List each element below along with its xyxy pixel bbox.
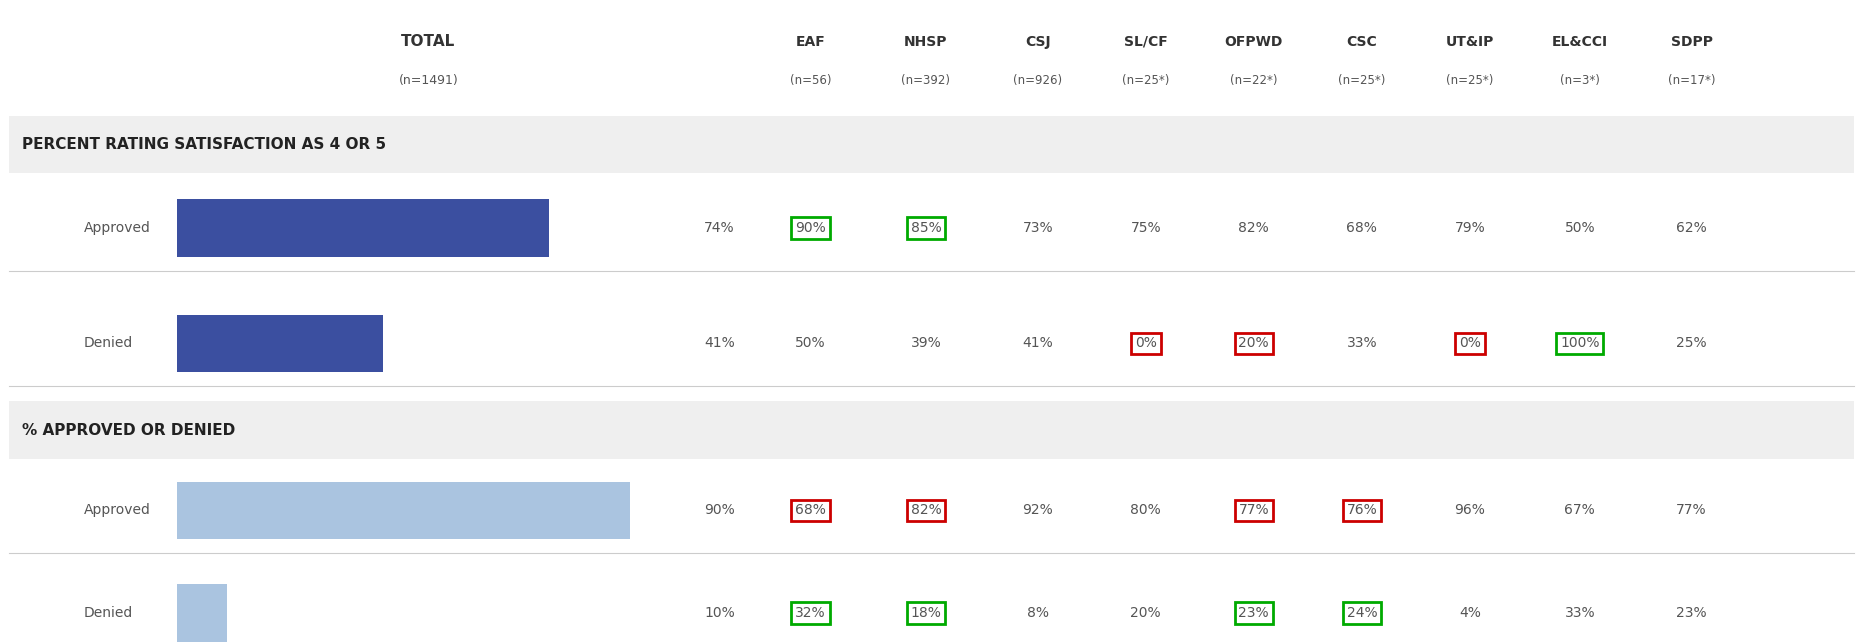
Text: (n=22*): (n=22*) [1230, 74, 1278, 87]
Text: 18%: 18% [911, 606, 941, 620]
Text: 41%: 41% [1023, 336, 1053, 351]
Text: 82%: 82% [911, 503, 941, 517]
Text: % APPROVED OR DENIED: % APPROVED OR DENIED [22, 422, 235, 438]
Text: 62%: 62% [1677, 221, 1707, 235]
Bar [177, 199, 550, 257]
Text: 33%: 33% [1565, 606, 1595, 620]
Text: 10%: 10% [704, 606, 736, 620]
Text: 0%: 0% [1135, 336, 1157, 351]
Text: 8%: 8% [1027, 606, 1049, 620]
Text: (n=17*): (n=17*) [1667, 74, 1716, 87]
Text: CSJ: CSJ [1025, 35, 1051, 49]
Bar [177, 482, 630, 539]
Text: 20%: 20% [1131, 606, 1161, 620]
Text: 50%: 50% [1565, 221, 1595, 235]
Text: Denied: Denied [84, 336, 132, 351]
Text: 82%: 82% [1239, 221, 1269, 235]
Text: (n=25*): (n=25*) [1446, 74, 1494, 87]
Text: 4%: 4% [1459, 606, 1481, 620]
Text: Approved: Approved [84, 503, 151, 517]
Bar [9, 116, 1854, 173]
Text: (n=392): (n=392) [902, 74, 950, 87]
Text: (n=926): (n=926) [1013, 74, 1062, 87]
Text: (n=1491): (n=1491) [399, 74, 458, 87]
Text: 39%: 39% [911, 336, 941, 351]
Text: 100%: 100% [1559, 336, 1600, 351]
Text: 77%: 77% [1239, 503, 1269, 517]
Bar [177, 584, 227, 642]
Text: NHSP: NHSP [904, 35, 948, 49]
Text: 41%: 41% [704, 336, 736, 351]
Text: EL&CCI: EL&CCI [1552, 35, 1608, 49]
Text: 68%: 68% [1347, 221, 1377, 235]
Text: PERCENT RATING SATISFACTION AS 4 OR 5: PERCENT RATING SATISFACTION AS 4 OR 5 [22, 137, 386, 152]
Text: 90%: 90% [796, 221, 825, 235]
Text: Approved: Approved [84, 221, 151, 235]
Text: Denied: Denied [84, 606, 132, 620]
Text: 67%: 67% [1565, 503, 1595, 517]
Text: 33%: 33% [1347, 336, 1377, 351]
Text: 32%: 32% [796, 606, 825, 620]
Text: (n=25*): (n=25*) [1122, 74, 1170, 87]
Text: 76%: 76% [1347, 503, 1377, 517]
Text: 23%: 23% [1677, 606, 1707, 620]
Bar [177, 315, 384, 372]
Text: 0%: 0% [1459, 336, 1481, 351]
Text: 75%: 75% [1131, 221, 1161, 235]
Text: 20%: 20% [1239, 336, 1269, 351]
Text: CSC: CSC [1347, 35, 1377, 49]
Text: (n=3*): (n=3*) [1559, 74, 1600, 87]
Text: 85%: 85% [911, 221, 941, 235]
Text: 92%: 92% [1023, 503, 1053, 517]
Text: 80%: 80% [1131, 503, 1161, 517]
Text: 96%: 96% [1455, 503, 1485, 517]
Text: 90%: 90% [704, 503, 736, 517]
Text: 23%: 23% [1239, 606, 1269, 620]
Text: (n=56): (n=56) [790, 74, 831, 87]
Text: 79%: 79% [1455, 221, 1485, 235]
Text: 68%: 68% [796, 503, 825, 517]
Text: TOTAL: TOTAL [401, 34, 456, 49]
Text: 25%: 25% [1677, 336, 1707, 351]
Bar [9, 401, 1854, 459]
Text: 73%: 73% [1023, 221, 1053, 235]
Text: 77%: 77% [1677, 503, 1707, 517]
Text: 24%: 24% [1347, 606, 1377, 620]
Text: SL/CF: SL/CF [1123, 35, 1168, 49]
Text: SDPP: SDPP [1671, 35, 1712, 49]
Text: (n=25*): (n=25*) [1338, 74, 1386, 87]
Text: OFPWD: OFPWD [1224, 35, 1284, 49]
Text: 74%: 74% [704, 221, 734, 235]
Text: 50%: 50% [796, 336, 825, 351]
Text: EAF: EAF [796, 35, 825, 49]
Text: UT&IP: UT&IP [1446, 35, 1494, 49]
